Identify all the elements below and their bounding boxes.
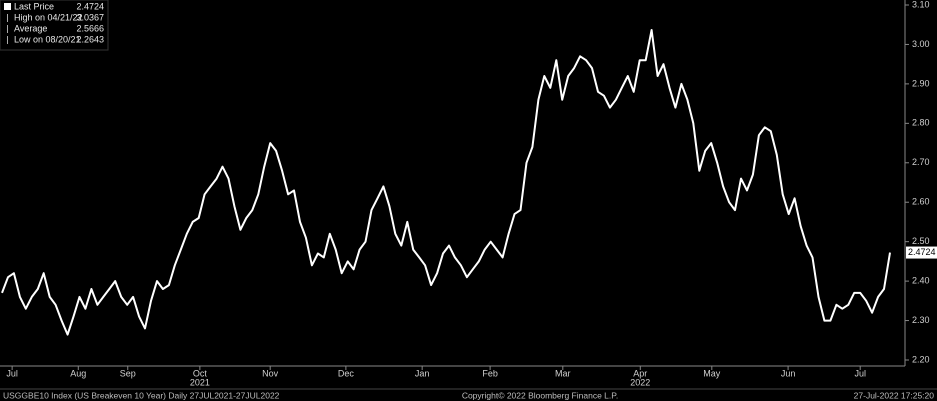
legend-label: High on 04/21/22	[14, 12, 83, 22]
x-tick-label: Sep	[120, 368, 136, 378]
x-tick-label: Jun	[781, 368, 796, 378]
x-tick-label: Jan	[415, 368, 430, 378]
legend-label: Average	[14, 23, 47, 33]
price-line	[1, 29, 891, 336]
y-tick-label: 2.30	[912, 315, 930, 325]
y-tick-label: 2.60	[912, 197, 930, 207]
footer-center: Copyright© 2022 Bloomberg Finance L.P.	[462, 390, 618, 400]
y-tick-label: 2.70	[912, 157, 930, 167]
legend-value: 2.2643	[76, 34, 104, 44]
x-tick-label: Feb	[482, 368, 498, 378]
year-label: 2022	[630, 377, 650, 387]
x-tick-label: Jul	[854, 368, 866, 378]
x-tick-label: Mar	[555, 368, 571, 378]
legend-swatch	[4, 3, 11, 10]
y-tick-label: 2.20	[912, 354, 930, 364]
legend-value: 3.0367	[76, 12, 104, 22]
y-tick-label: 3.00	[912, 39, 930, 49]
x-tick-label: Dec	[338, 368, 355, 378]
x-tick-label: Apr	[633, 368, 647, 378]
x-tick-label: Oct	[193, 368, 208, 378]
y-tick-label: 2.40	[912, 275, 930, 285]
x-tick-label: Jul	[6, 368, 18, 378]
last-price-tag-label: 2.4724	[908, 247, 936, 257]
x-tick-label: Aug	[70, 368, 86, 378]
year-label: 2021	[190, 377, 210, 387]
footer-left: USGGBE10 Index (US Breakeven 10 Year) Da…	[3, 390, 280, 400]
y-tick-label: 2.80	[912, 118, 930, 128]
last-price-tag	[906, 246, 937, 259]
x-tick-label: May	[703, 368, 721, 378]
y-tick-label: 2.50	[912, 236, 930, 246]
x-tick-label: Nov	[262, 368, 279, 378]
y-tick-label: 3.10	[912, 0, 930, 9]
footer-right: 27-Jul-2022 17:25:20	[854, 390, 935, 400]
legend-box	[0, 0, 109, 51]
legend-label: Low on 08/20/21	[14, 34, 81, 44]
y-tick-label: 2.90	[912, 78, 930, 88]
legend-value: 2.5666	[76, 23, 104, 33]
legend-value: 2.4724	[76, 1, 104, 11]
legend-label: Last Price	[14, 1, 54, 11]
